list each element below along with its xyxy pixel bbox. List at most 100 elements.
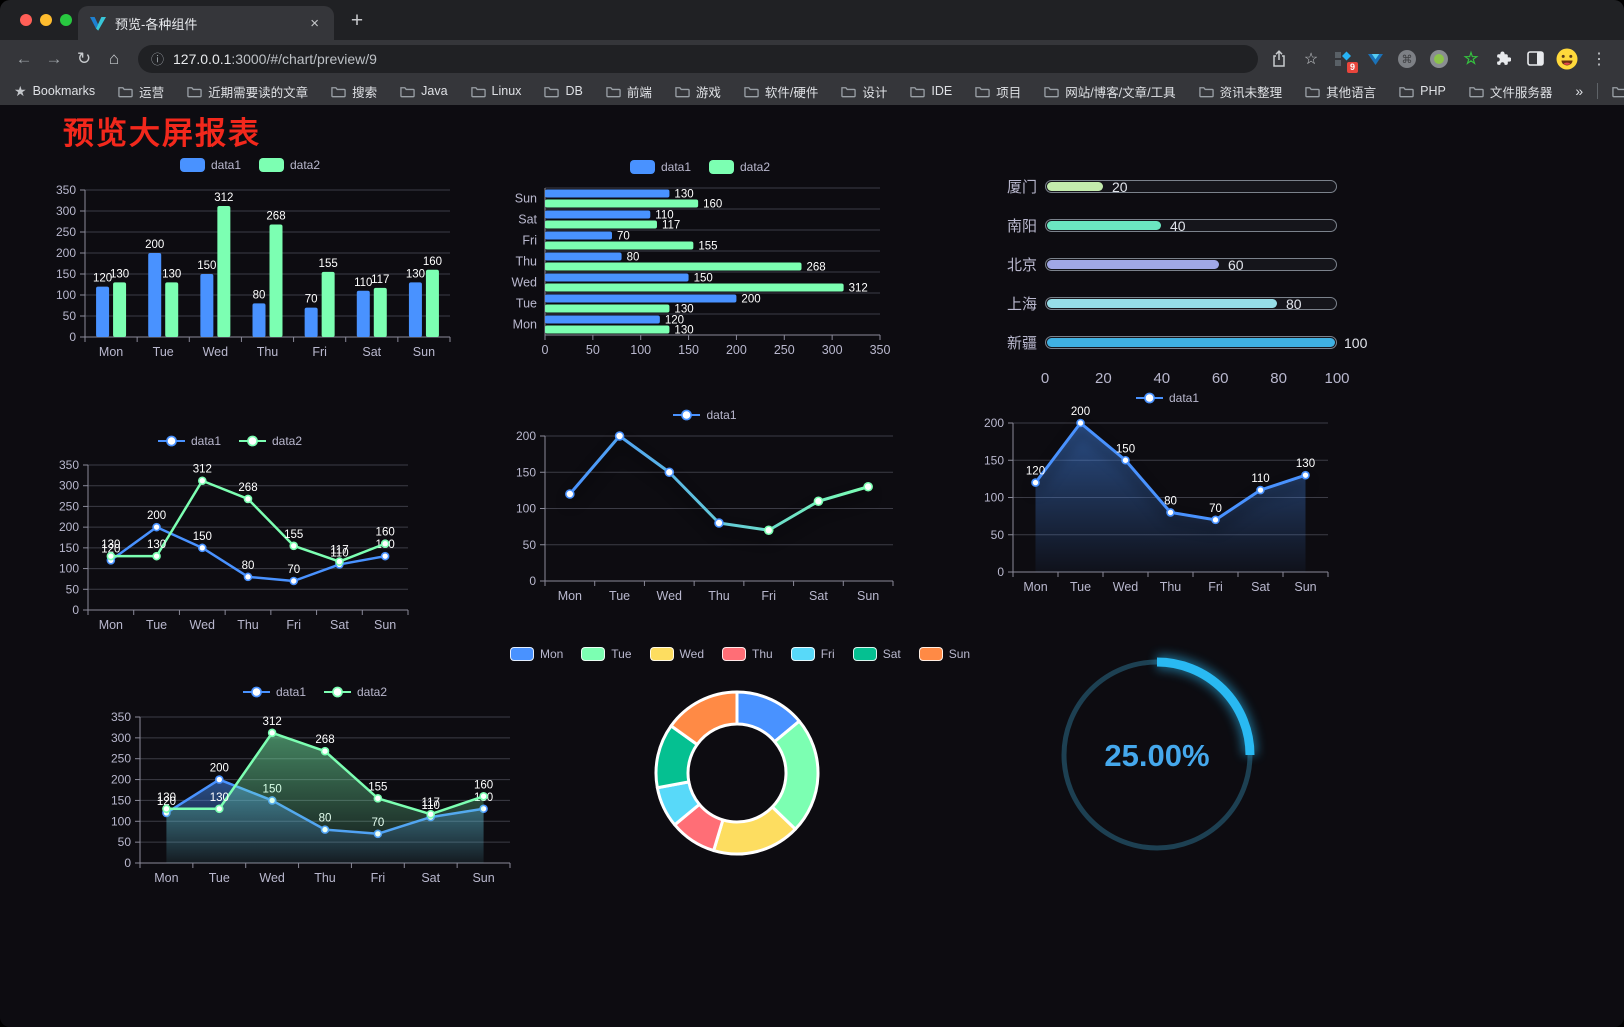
svg-text:200: 200 [516, 429, 536, 443]
page-info-icon[interactable]: ⓘ [151, 52, 165, 67]
progress-track: 60 [1045, 257, 1337, 273]
pie-slice[interactable] [669, 690, 739, 746]
legend-item[interactable]: data1 [673, 408, 737, 422]
legend-item[interactable]: data2 [324, 685, 387, 699]
legend-item[interactable]: data1 [629, 160, 691, 174]
recorder-circle-icon[interactable] [1428, 48, 1450, 70]
bookmark-folder-label: 软件/硬件 [764, 85, 819, 100]
area-line-chart: data1 0 50 100 150 200 Mon Tue Wed Thu Fri Sat Sun 12… [984, 383, 1350, 601]
bookmark-folder[interactable]: 运营 [118, 82, 164, 101]
legend-item[interactable]: data1 [157, 434, 221, 448]
new-tab-button[interactable]: + [350, 9, 364, 32]
chart-canvas[interactable]: 0 50 100 150 200 250 300 350 Sun Sat Fri Thu Wed Tue M… [505, 150, 895, 368]
svg-text:110: 110 [330, 547, 348, 559]
svg-text:117: 117 [662, 220, 680, 232]
legend-item[interactable]: Tue [581, 647, 632, 661]
svg-text:130: 130 [162, 268, 181, 280]
bookmark-folder[interactable]: 搜索 [331, 82, 377, 101]
traffic-lights [20, 14, 72, 26]
bookmark-folder[interactable]: Java [400, 84, 448, 98]
extensions-puzzle-icon[interactable] [1492, 48, 1514, 70]
legend-item[interactable]: Thu [722, 647, 773, 661]
legend-item[interactable]: Mon [509, 647, 563, 661]
bookmark-folder[interactable]: 近期需要读的文章 [187, 82, 308, 101]
svg-text:100: 100 [516, 502, 536, 516]
bookmark-folder[interactable]: PHP [1399, 84, 1446, 98]
svg-text:70: 70 [287, 564, 300, 576]
bookmark-folder[interactable]: 文件服务器 [1469, 82, 1552, 101]
side-panel-icon[interactable] [1524, 48, 1546, 70]
bookmarks-root[interactable]: ★ Bookmarks [14, 83, 95, 100]
bookmark-folder[interactable]: 设计 [841, 82, 887, 101]
progress-row[interactable]: 厦门 20 [995, 167, 1365, 206]
progress-row[interactable]: 北京 60 [995, 245, 1365, 284]
reload-icon[interactable]: ↻ [76, 48, 92, 68]
folder-icon [1305, 86, 1320, 97]
legend-item[interactable]: data1 [179, 158, 241, 172]
svg-text:200: 200 [726, 343, 747, 357]
home-icon[interactable]: ⌂ [108, 48, 120, 68]
legend-item[interactable]: data2 [259, 158, 320, 172]
svg-text:130: 130 [674, 304, 693, 316]
svg-text:268: 268 [315, 734, 334, 746]
legend-item[interactable]: data2 [239, 434, 302, 448]
bookmark-folder[interactable]: 前端 [606, 82, 652, 101]
legend-item[interactable]: data1 [1135, 391, 1199, 405]
minimize-window-button[interactable] [40, 14, 52, 26]
bookmarks-overflow-chevron[interactable]: » [1575, 83, 1584, 99]
progress-row[interactable]: 上海 80 [995, 284, 1365, 323]
share-icon[interactable] [1268, 48, 1290, 70]
bookmark-folder[interactable]: 其他语言 [1305, 82, 1376, 101]
green-star-extension-icon[interactable]: ☆ [1463, 48, 1479, 68]
back-icon[interactable]: ← [15, 48, 33, 68]
browser-tab[interactable]: 预览-各种组件 × [78, 6, 334, 40]
chart-canvas[interactable]: 0 50 100 150 200 250 300 350 Mon Tue Wed Thu Fri Sat S… [40, 150, 460, 365]
legend-swatch [673, 409, 701, 421]
chart-canvas[interactable]: 25.00% [1050, 650, 1265, 865]
bookmark-folder[interactable]: 网站/博客/文章/工具 [1044, 82, 1176, 101]
svg-text:25.00%: 25.00% [1104, 738, 1209, 773]
bookmark-folder[interactable]: 软件/硬件 [744, 82, 818, 101]
other-bookmarks-folder[interactable]: 其他书签 [1612, 82, 1624, 101]
url-bar[interactable]: ⓘ 127.0.0.1:3000/#/chart/preview/9 [138, 44, 1258, 73]
svg-text:0: 0 [529, 574, 536, 588]
progress-row[interactable]: 新疆 100 [995, 323, 1367, 362]
svg-text:155: 155 [698, 241, 717, 253]
chart-canvas[interactable]: 0 50 100 150 200 Mon Tue Wed Thu Fri Sat Sun [505, 393, 905, 611]
folder-icon [400, 86, 415, 97]
svg-text:150: 150 [516, 465, 536, 479]
chart-canvas[interactable] [555, 645, 925, 885]
chart-canvas[interactable]: 0 50 100 150 200 250 300 350 Mon Tue Wed Thu Fri Sat S… [40, 420, 420, 650]
chart-canvas[interactable]: 0 50 100 150 200 250 300 350 Mon Tue Wed Thu Fri Sat S… [105, 673, 525, 901]
chart-canvas[interactable]: 0 50 100 150 200 Mon Tue Wed Thu Fri Sat Sun 120 200 1… [984, 383, 1350, 601]
bookmark-folder[interactable]: 项目 [975, 82, 1021, 101]
legend-item[interactable]: data1 [242, 685, 306, 699]
zoom-window-button[interactable] [60, 14, 72, 26]
bookmark-folder[interactable]: Linux [470, 84, 521, 98]
bookmark-folder[interactable]: 资讯未整理 [1198, 82, 1282, 101]
extension-grid-icon[interactable]: 9 [1332, 48, 1358, 73]
legend-item[interactable]: Sun [918, 647, 970, 661]
profile-avatar[interactable] [1556, 48, 1578, 70]
vue-devtools-icon[interactable] [1364, 48, 1386, 70]
legend-label: Sat [882, 647, 901, 661]
svg-text:Tue: Tue [609, 589, 630, 603]
progress-row[interactable]: 南阳 40 [995, 206, 1365, 245]
bookmark-star-icon[interactable]: ☆ [1303, 50, 1319, 68]
progress-row-label: 北京 [1006, 257, 1037, 274]
legend-item[interactable]: Sat [852, 647, 901, 661]
tab-favicon [90, 16, 106, 31]
close-window-button[interactable] [20, 14, 32, 26]
forward-icon[interactable]: → [45, 48, 63, 68]
legend-item[interactable]: data2 [709, 160, 770, 174]
svg-text:150: 150 [56, 267, 76, 281]
legend-item[interactable]: Wed [649, 647, 704, 661]
legend-item[interactable]: Fri [790, 647, 835, 661]
bookmark-folder[interactable]: IDE [910, 84, 952, 98]
browser-menu-icon[interactable]: ⋮ [1591, 50, 1607, 68]
tab-close-icon[interactable]: × [310, 14, 319, 32]
bookmark-folder[interactable]: 游戏 [675, 82, 721, 101]
command-circle-icon[interactable]: ⌘ [1396, 48, 1418, 70]
bookmark-folder[interactable]: DB [544, 84, 583, 98]
legend-label: data2 [290, 158, 321, 172]
